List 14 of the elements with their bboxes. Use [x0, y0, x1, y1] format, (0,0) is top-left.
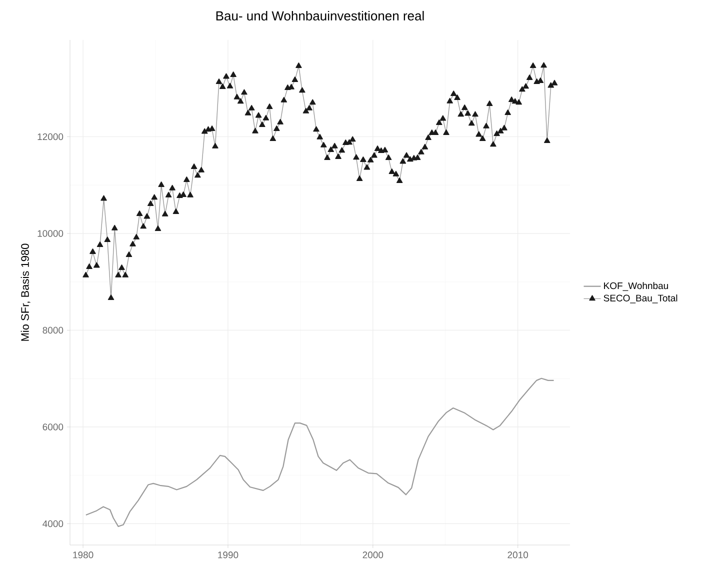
y-tick-label: 8000 — [42, 326, 64, 334]
y-tick-label: 6000 — [42, 424, 64, 430]
chart-title: Bau- und Wohnbauinvestitionen real — [216, 10, 424, 20]
y-tick-label: 10000 — [38, 230, 64, 237]
x-tick-label: 1990 — [218, 552, 238, 558]
x-tick-label: 1980 — [73, 552, 94, 558]
legend-label: KOF_Wohnbau — [604, 282, 668, 291]
x-tick-label: 2010 — [508, 552, 528, 558]
y-tick-label: 12000 — [38, 133, 64, 140]
legend-label: SECO_Bau_Total — [604, 294, 678, 304]
x-tick-label: 2000 — [362, 552, 384, 558]
line-series — [85, 378, 554, 527]
y-axis-title: Mio SFr, Basis 1980 — [20, 244, 30, 341]
y-tick-label: 4000 — [42, 520, 64, 528]
